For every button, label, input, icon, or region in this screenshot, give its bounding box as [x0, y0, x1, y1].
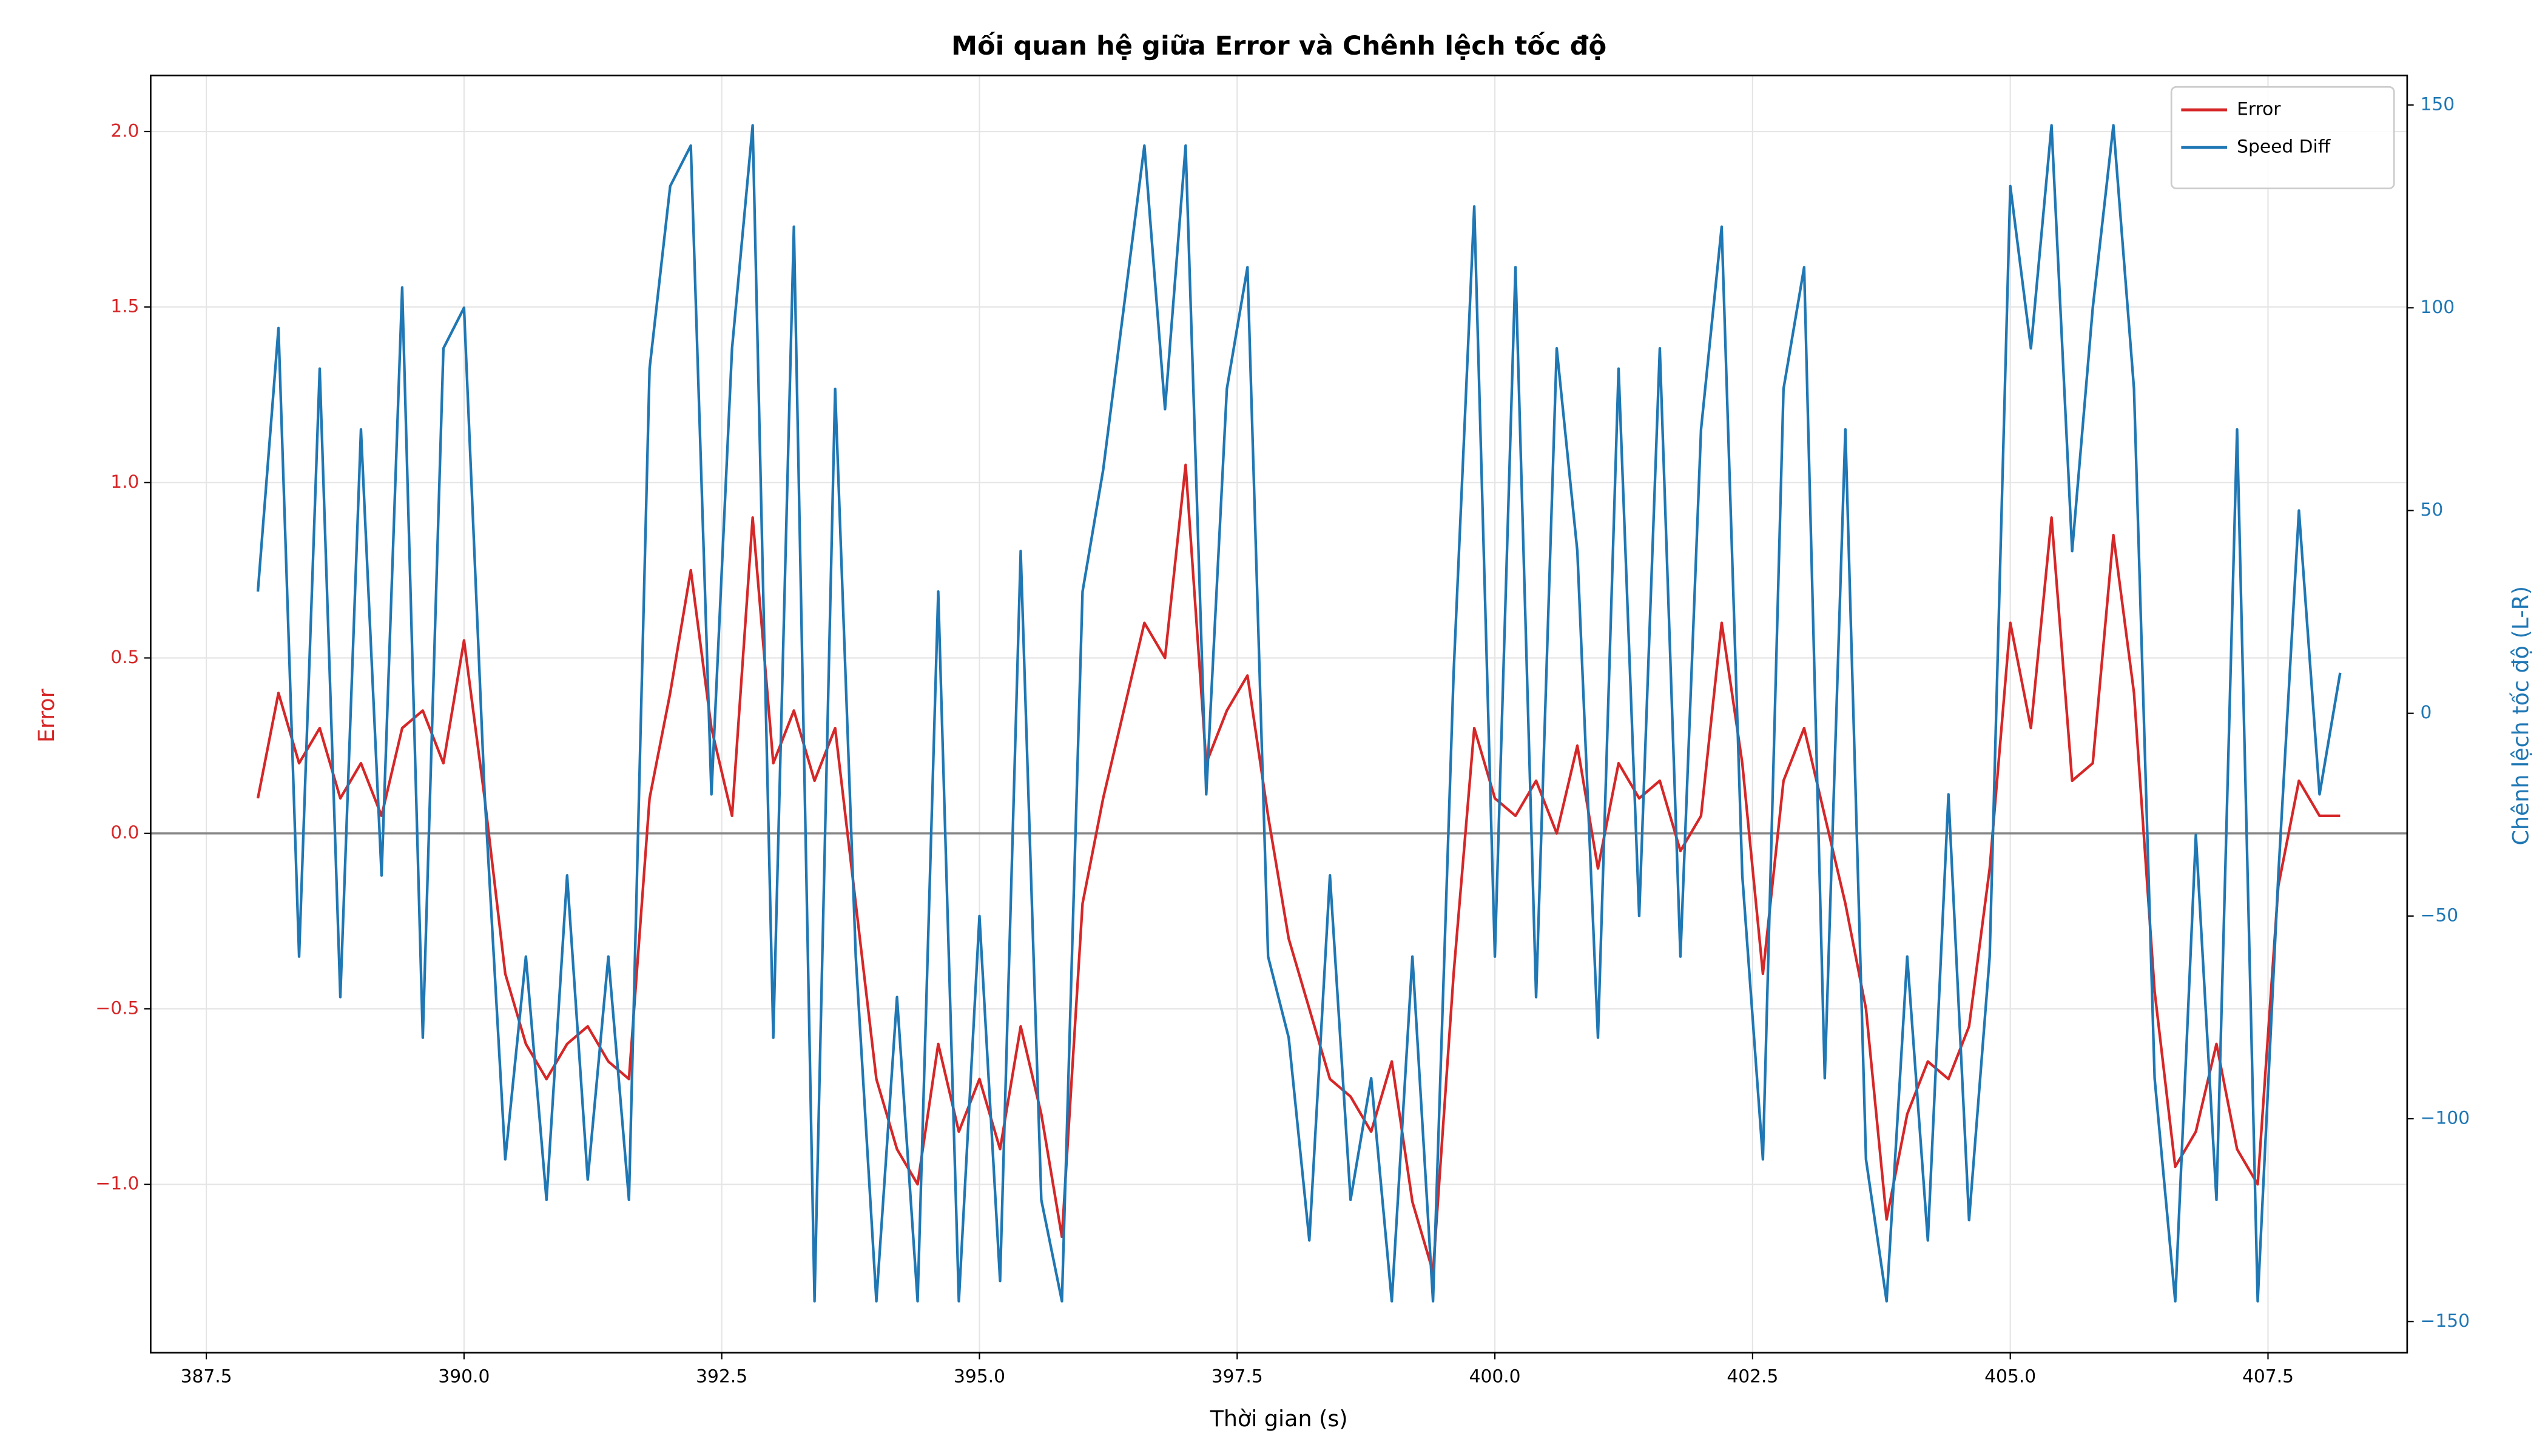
y2-tick-label: −50: [2420, 905, 2458, 926]
y-tick-label: 0.0: [110, 822, 139, 843]
x-tick-label: 402.5: [1727, 1366, 1778, 1387]
legend: Error Speed Diff: [2170, 86, 2395, 189]
y2-tick-label: −100: [2420, 1108, 2470, 1129]
chart-title: Mối quan hệ giữa Error và Chênh lệch tốc…: [951, 31, 1606, 61]
y2-axis-label: Chênh lệch tốc độ (L-R): [2507, 586, 2533, 846]
y-tick-label: −1.0: [95, 1173, 139, 1195]
plot-frame: [149, 75, 2408, 1354]
x-tick-label: 387.5: [181, 1366, 232, 1387]
y-tick-label: 2.0: [110, 120, 139, 141]
x-tick-label: 392.5: [696, 1366, 747, 1387]
y-tick-label: −0.5: [95, 997, 139, 1019]
legend-box: [2170, 86, 2395, 189]
y2-tick-label: 0: [2420, 702, 2432, 723]
x-tick-label: 390.0: [438, 1366, 490, 1387]
legend-label: Error: [2237, 99, 2281, 120]
y-axis-label: Error: [33, 689, 59, 743]
x-tick-label: 397.5: [1212, 1366, 1263, 1387]
series-line: [256, 124, 2342, 1303]
legend-label: Speed Diff: [2237, 136, 2331, 158]
x-tick-label: 405.0: [1984, 1366, 2036, 1387]
y2-tick-label: 50: [2420, 499, 2443, 521]
y-tick-label: 0.5: [110, 647, 139, 668]
y2-tick-label: 100: [2420, 297, 2455, 318]
y-tick-label: 1.0: [110, 471, 139, 493]
y-tick-label: 1.5: [110, 296, 139, 317]
y2-tick-label: 150: [2420, 94, 2455, 115]
x-axis-label: Thời gian (s): [1210, 1406, 1348, 1432]
x-tick-label: 395.0: [954, 1366, 1005, 1387]
x-tick-label: 407.5: [2242, 1366, 2294, 1387]
x-tick-label: 400.0: [1469, 1366, 1521, 1387]
y2-tick-label: −150: [2420, 1310, 2470, 1332]
